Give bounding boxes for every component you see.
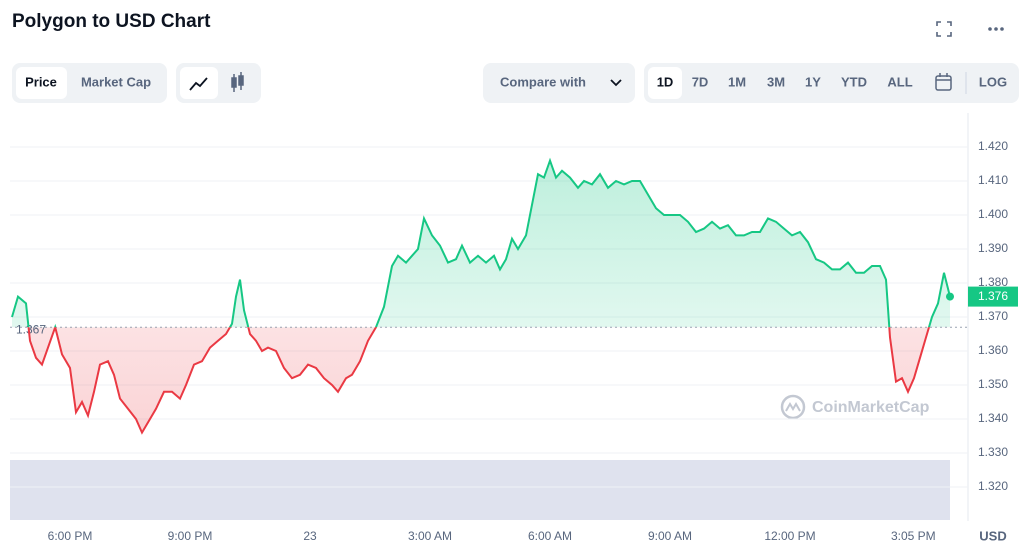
range-button[interactable]: YTD — [841, 74, 867, 89]
range-button[interactable]: 1M — [728, 74, 746, 89]
current-price-box — [968, 286, 1018, 307]
x-tick-label: 23 — [303, 529, 317, 543]
y-tick-label: 1.330 — [978, 445, 1008, 459]
y-tick-label: 1.420 — [978, 139, 1008, 153]
last-point — [946, 292, 954, 301]
range-button[interactable]: 1Y — [805, 74, 821, 89]
y-tick-label: 1.320 — [978, 479, 1008, 493]
y-tick-label: 1.350 — [978, 377, 1008, 391]
x-tick-label: 12:00 PM — [764, 529, 815, 543]
more-icon[interactable] — [988, 27, 1004, 31]
y-tick-label: 1.360 — [978, 343, 1008, 357]
y-tick-label: 1.410 — [978, 173, 1008, 187]
line-kind-button[interactable] — [180, 67, 218, 99]
range-active[interactable] — [648, 67, 682, 99]
current-price-label: 1.376 — [978, 289, 1008, 303]
price-line-down — [27, 327, 931, 435]
y-tick-label: 1.400 — [978, 207, 1008, 221]
watermark-text: CoinMarketCap — [812, 399, 930, 416]
y-unit: USD — [979, 528, 1006, 543]
compare-label[interactable]: Compare with — [500, 74, 586, 89]
line-icon — [189, 77, 208, 91]
tab-market-cap[interactable]: Market Cap — [81, 74, 151, 89]
area-down — [28, 327, 929, 433]
y-tick-label: 1.340 — [978, 411, 1008, 425]
tab-active[interactable] — [16, 67, 67, 99]
range-button[interactable]: 1D — [657, 74, 674, 89]
y-tick-label: 1.380 — [978, 275, 1008, 289]
tab-price[interactable]: Price — [25, 74, 57, 89]
x-tick-label: 3:05 PM — [891, 529, 936, 543]
range-button[interactable]: ALL — [887, 74, 912, 89]
range-group — [644, 63, 1019, 103]
x-tick-label: 6:00 AM — [528, 529, 572, 543]
price-line-up — [11, 157, 951, 328]
range-button[interactable]: 3M — [767, 74, 785, 89]
y-tick-label: 1.370 — [978, 309, 1008, 323]
area-up — [12, 160, 950, 328]
calendar-icon[interactable] — [935, 73, 952, 91]
expand-icon[interactable] — [936, 21, 952, 37]
volume-band — [10, 460, 950, 520]
log-button[interactable]: LOG — [979, 74, 1007, 89]
x-tick-label: 6:00 PM — [48, 529, 93, 543]
x-tick-label: 9:00 AM — [648, 529, 692, 543]
watermark: CoinMarketCap — [780, 394, 930, 420]
reference-label: 1.367 — [16, 322, 46, 336]
compare-dropdown[interactable] — [483, 63, 635, 103]
x-tick-label: 3:00 AM — [408, 529, 452, 543]
chart-title: Polygon to USD Chart — [12, 11, 211, 32]
x-tick-label: 9:00 PM — [168, 529, 213, 543]
range-button[interactable]: 7D — [692, 74, 709, 89]
y-tick-label: 1.390 — [978, 241, 1008, 255]
chevron-icon — [610, 79, 622, 87]
candle-icon[interactable] — [231, 72, 244, 92]
